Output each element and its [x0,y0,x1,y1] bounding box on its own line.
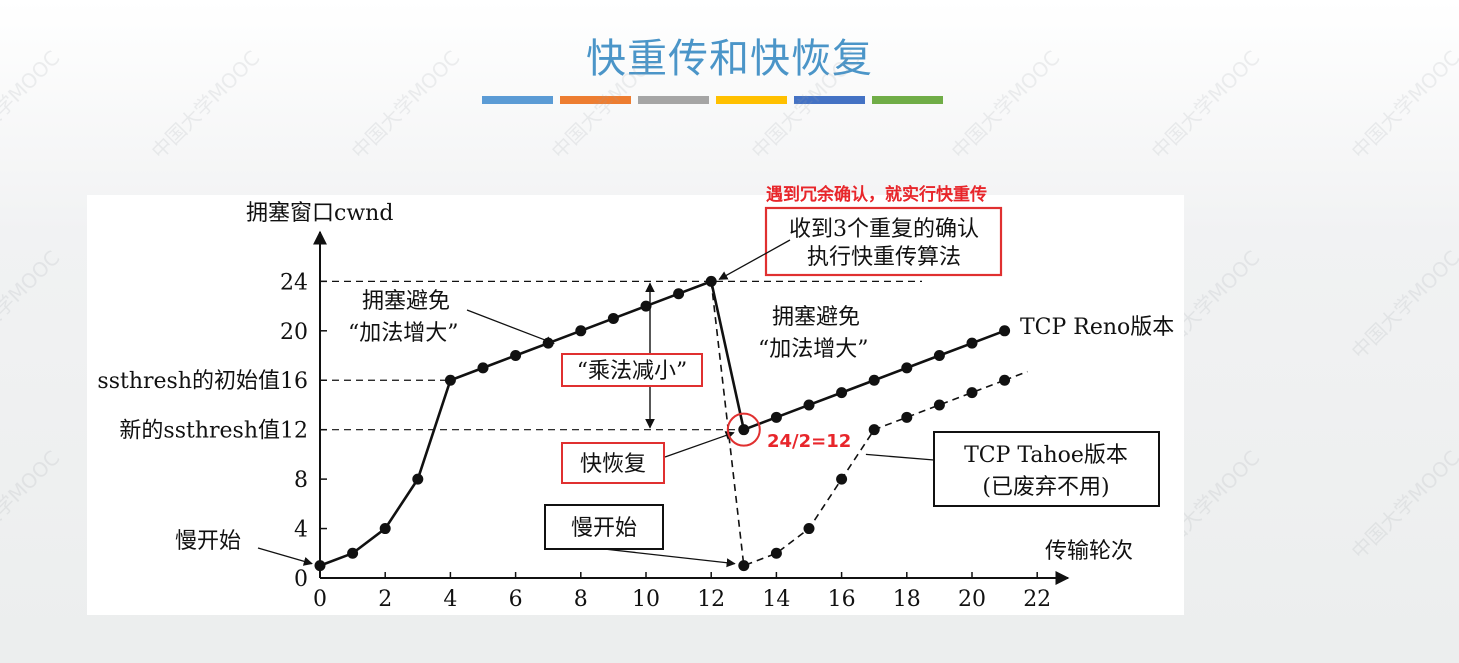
y-axis-title: 拥塞窗口cwnd [246,201,393,226]
reno-data-point [347,547,359,559]
x-tick-label: 18 [893,587,921,612]
x-tick-label: 12 [697,587,725,612]
reno-data-point [770,411,782,423]
box-fast-recovery [561,442,665,484]
x-tick-label: 6 [509,587,523,612]
reno-data-point [999,325,1011,337]
reno-data-point [444,374,456,386]
reno-data-point [901,362,913,374]
title-bar-segment [872,96,943,104]
reno-data-point [803,399,815,411]
tahoe-data-point [738,560,750,572]
box-multiplicative-decrease [561,353,703,387]
reno-data-point [868,374,880,386]
y-tick-label: 20 [280,320,308,345]
x-tick-label: 22 [1023,587,1051,612]
tahoe-data-point [999,374,1011,386]
arrow-ca1 [466,309,555,345]
box-tahoe [933,431,1160,507]
annotation-red-half: 24/2=12 [767,431,851,452]
reno-data-point [673,288,685,300]
tahoe-data-point [868,424,880,436]
annotation-ca1-line2: “加法增大” [348,321,459,346]
annotation-tahoe-line2: (已废弃不用) [982,475,1109,500]
reno-data-point [836,387,848,399]
y-tick-label: ssthresh的初始值16 [97,369,308,394]
annotation-ca1-line1: 拥塞避免 [362,289,450,314]
annotation-slow-start-1: 慢开始 [175,529,241,554]
reno-data-point [412,473,424,485]
reno-data-point [510,350,522,362]
y-tick-label: 新的ssthresh值12 [119,419,308,444]
reno-data-point [705,275,717,287]
tahoe-data-point [836,473,848,485]
annotation-three-dup-line1: 收到3个重复的确认 [789,217,979,242]
reno-data-point [477,362,489,374]
arrow-slow-start-2 [603,548,736,568]
annotation-multiplicative-decrease: “乘法减小” [577,359,688,384]
annotation-slow-start-2: 慢开始 [571,516,637,541]
tahoe-data-point [770,547,782,559]
title-bar-segment [560,96,631,104]
reno-data-point [379,523,391,535]
annotation-tahoe-line1: TCP Tahoe版本 [964,443,1128,468]
reno-data-point [607,312,619,324]
x-tick-label: 4 [443,587,457,612]
title-bar-segment [638,96,709,104]
arrow-slow-start-1 [257,547,313,566]
box-three-dup-ack [764,206,1003,277]
x-tick-label: 2 [378,587,392,612]
y-tick-label: 24 [280,270,308,295]
x-tick-label: 0 [313,587,327,612]
title-color-bar [482,96,943,104]
x-tick-label: 20 [958,587,986,612]
annotation-red-note-top: 遇到冗余确认，就实行快重传 [766,184,987,205]
title-bar-segment [482,96,553,104]
title-bar-segment [794,96,865,104]
annotation-fast-recovery: 快恢复 [580,452,646,477]
x-tick-label: 14 [762,587,790,612]
tahoe-data-point [803,523,815,535]
x-tick-label: 16 [828,587,856,612]
x-tick-label: 8 [574,587,588,612]
arrow-three-dup [718,239,791,280]
x-tick-label: 10 [632,587,660,612]
y-tick-label: 4 [294,518,308,543]
reno-line [319,279,1006,567]
annotation-three-dup-line2: 执行快重传算法 [807,245,961,270]
annotation-ca2-line2: “加法增大” [758,337,869,362]
reno-data-point [966,337,978,349]
tahoe-line [710,281,1005,567]
connector-tahoe [865,453,935,461]
reno-data-point [933,350,945,362]
tahoe-data-point [933,399,945,411]
reno-data-point [738,424,750,436]
tahoe-data-point [901,411,913,423]
slide-title: 快重传和快恢复 [586,36,873,82]
reno-data-point [314,560,326,572]
y-tick-label: 0 [294,567,308,592]
x-axis-title: 传输轮次 [1045,539,1133,564]
red-highlight-circle [726,412,761,447]
annotation-reno-label: TCP Reno版本 [1020,315,1174,340]
arrow-fast-recovery [664,431,735,458]
tahoe-data-point [966,387,978,399]
reno-data-point [575,325,587,337]
title-bar-segment [716,96,787,104]
annotation-ca2-line1: 拥塞避免 [772,305,860,330]
y-tick-label: 8 [294,468,308,493]
